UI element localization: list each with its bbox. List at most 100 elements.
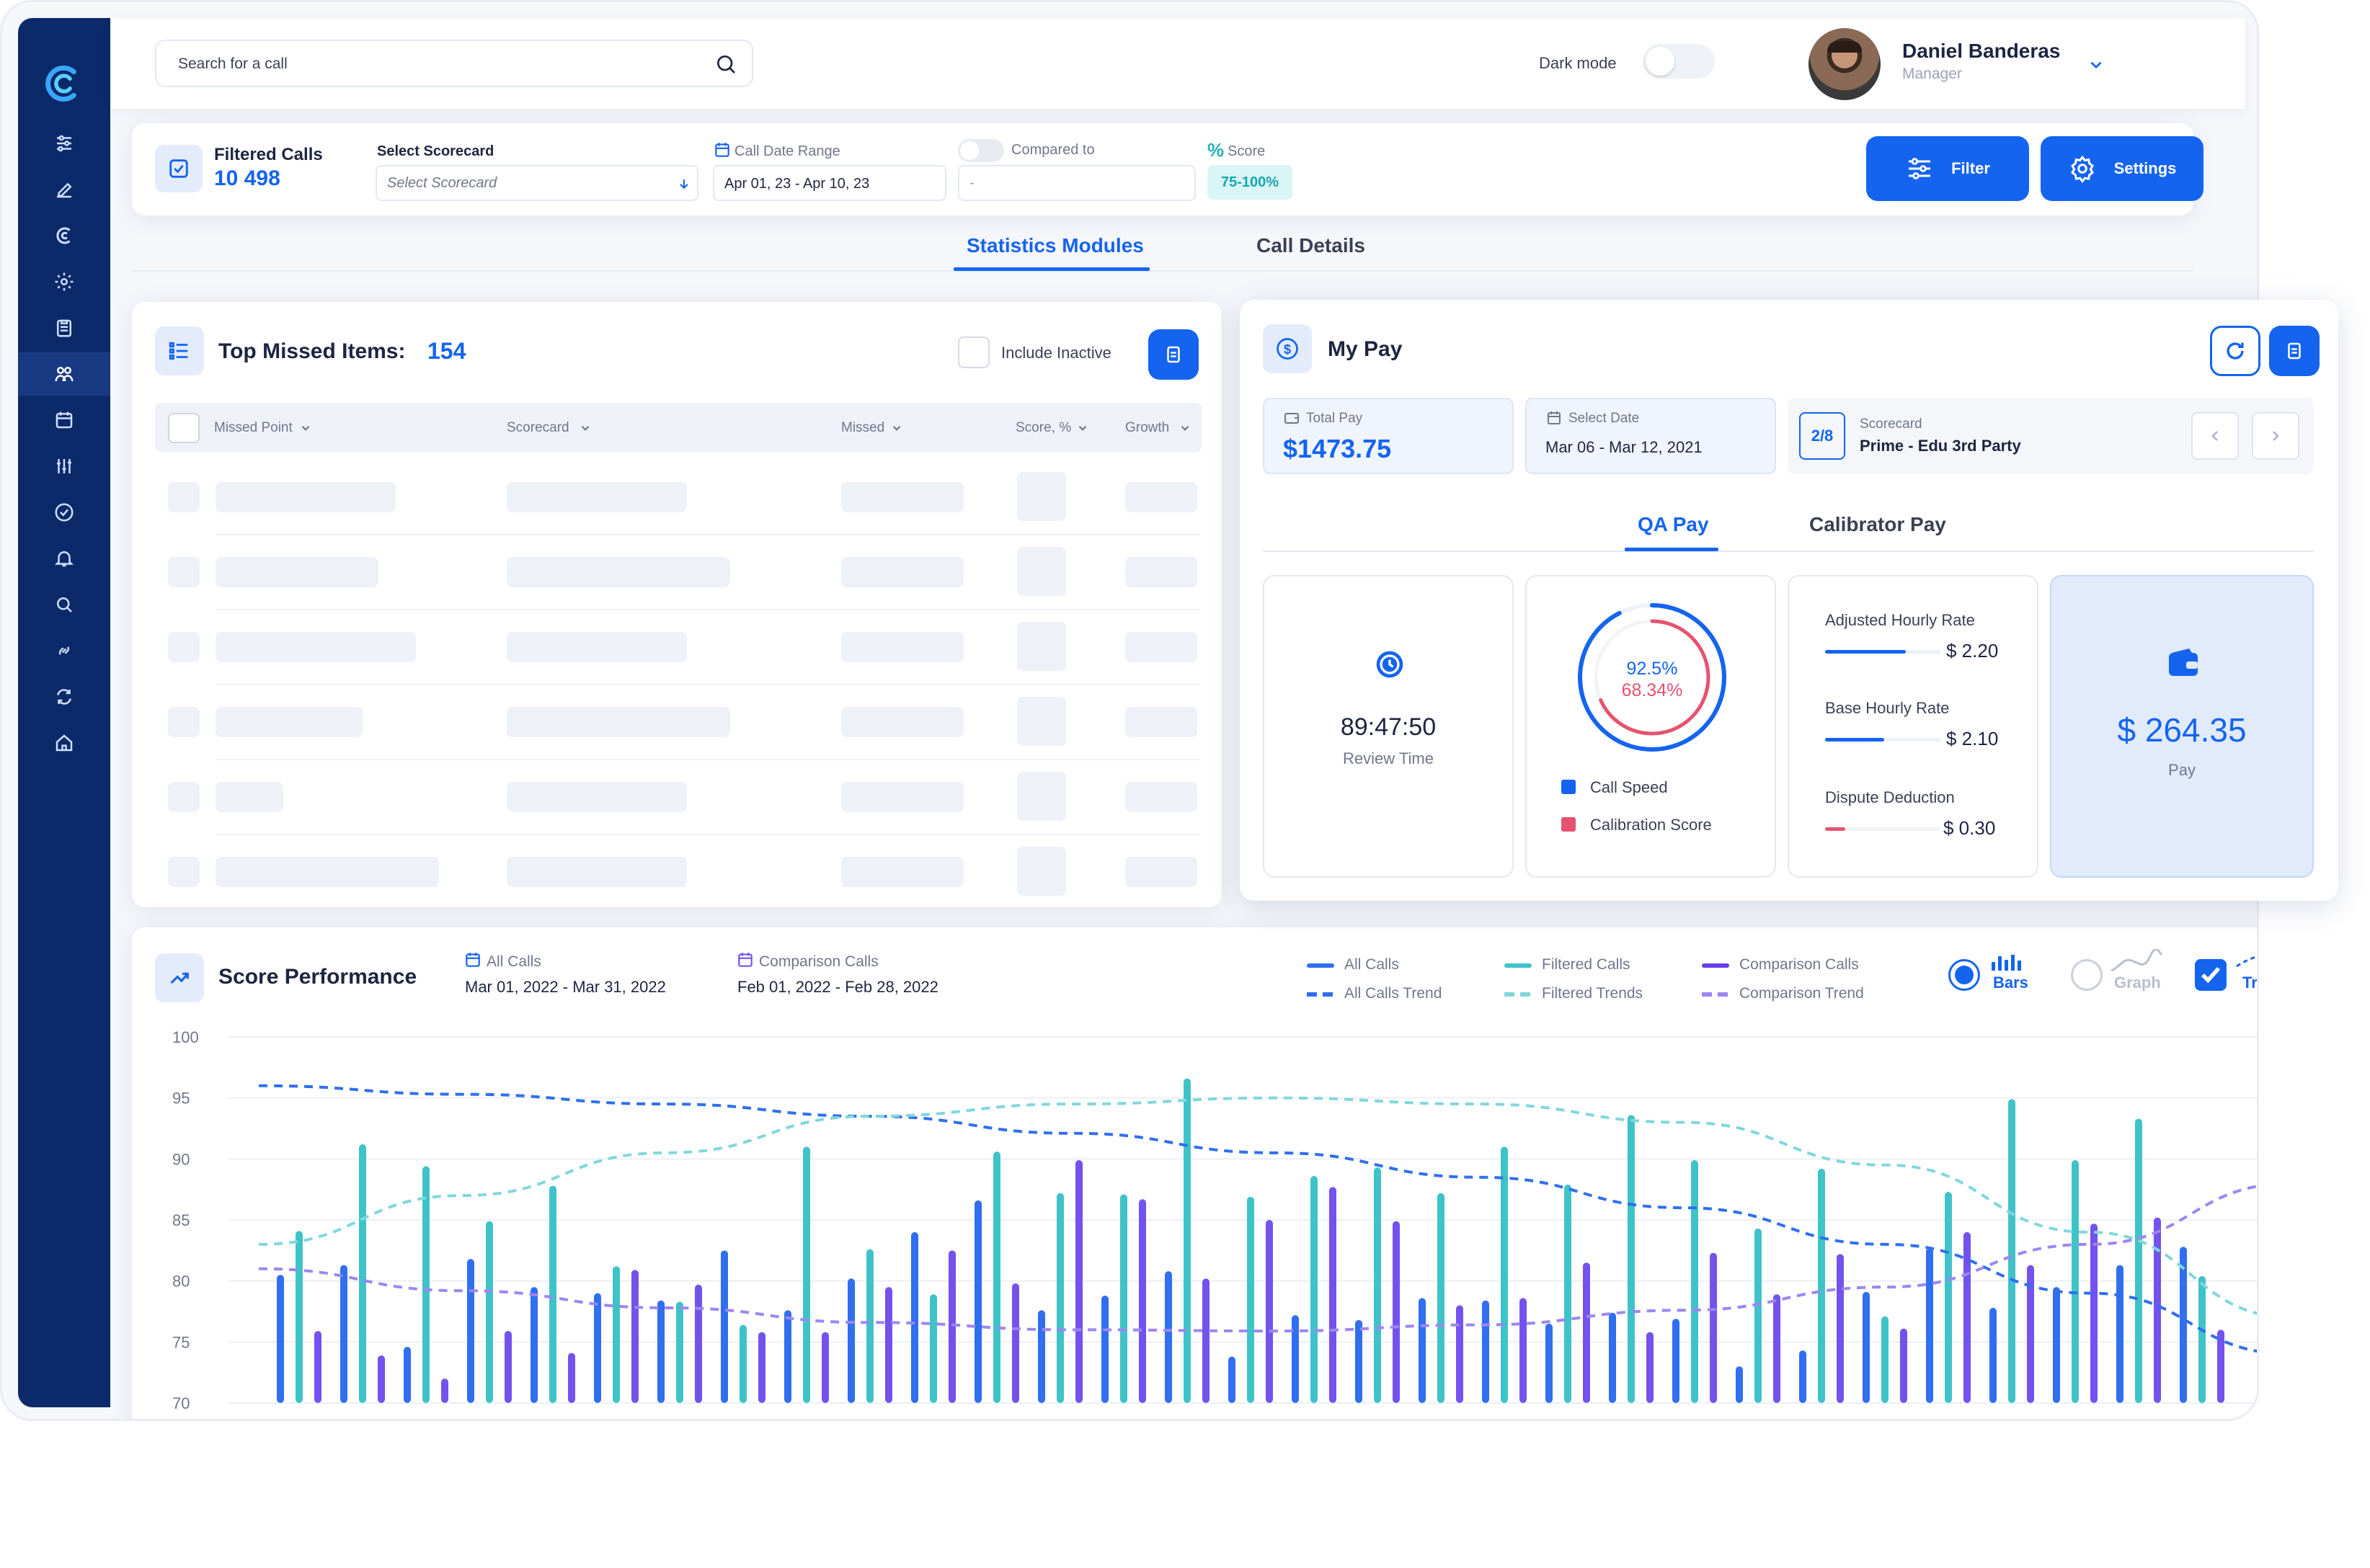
call-date-range-field[interactable]: Apr 01, 23 - Apr 10, 23 (713, 165, 946, 201)
search-input[interactable]: Search for a call (178, 55, 288, 72)
column-missed-point[interactable]: Missed Point (214, 420, 293, 435)
sidebar-item-equalizer[interactable] (18, 445, 110, 488)
table-header (155, 403, 1202, 452)
sidebar-item-calendar[interactable] (18, 398, 110, 442)
my-pay-title: My Pay (1328, 337, 1403, 361)
export-button[interactable] (1148, 329, 1199, 380)
sliders-icon (57, 135, 71, 152)
document-icon (2288, 342, 2301, 360)
legend-all-calls-trend[interactable]: All Calls Trend (1344, 985, 1442, 1002)
compared-to-field[interactable]: - (958, 165, 1196, 201)
all-calls-range[interactable]: Mar 01, 2022 - Mar 31, 2022 (465, 978, 666, 996)
bar-comparison-calls (1773, 1294, 1780, 1403)
select-all-checkbox[interactable] (168, 413, 200, 443)
tab-qa-pay[interactable]: QA Pay (1638, 513, 1709, 535)
skeleton-cell (1017, 547, 1066, 596)
trend-checkbox[interactable] (2195, 959, 2227, 991)
bar-comparison-calls (2154, 1217, 2161, 1403)
trend-label[interactable]: Trend (2242, 974, 2258, 992)
column-missed[interactable]: Missed (841, 420, 885, 435)
skeleton-cell (216, 557, 378, 587)
refresh-button[interactable] (2210, 326, 2260, 376)
settings-button[interactable]: Settings (2041, 136, 2203, 201)
bars-radio[interactable] (1948, 959, 1980, 991)
legend-filtered-calls[interactable]: Filtered Calls (1542, 956, 1630, 973)
bar-comparison-calls (1456, 1305, 1463, 1403)
sidebar-item-filters[interactable] (18, 122, 110, 165)
legend-comparison-trend[interactable]: Comparison Trend (1739, 985, 1864, 1002)
home-icon (56, 734, 73, 752)
chevron-down-icon[interactable] (2087, 55, 2105, 74)
tab-call-details[interactable]: Call Details (1256, 234, 1365, 257)
sidebar (18, 18, 110, 1407)
bar-filtered-calls (930, 1294, 937, 1403)
search-icon[interactable] (714, 53, 737, 76)
check-circle-icon (55, 503, 74, 522)
bar-all-calls (1355, 1319, 1362, 1403)
scorecard-prev-button[interactable] (2191, 412, 2239, 460)
sidebar-item-settings[interactable] (18, 260, 110, 303)
pay-export-button[interactable] (2269, 326, 2320, 376)
bar-filtered-calls (1945, 1192, 1952, 1403)
legend-filtered-trends[interactable]: Filtered Trends (1542, 985, 1643, 1002)
bar-comparison-calls (1393, 1221, 1400, 1403)
score-performance-card: Score Performance All Calls Mar 01, 2022… (132, 927, 2259, 1421)
sidebar-item-notifications[interactable] (18, 537, 110, 580)
column-growth[interactable]: Growth (1125, 420, 1170, 435)
y-tick-label: 85 (172, 1211, 190, 1229)
sidebar-item-edit[interactable] (18, 168, 110, 211)
score-badge[interactable]: 75-100% (1207, 165, 1292, 200)
bar-filtered-calls (1754, 1228, 1762, 1403)
app-logo-icon[interactable] (18, 51, 110, 116)
include-inactive-checkbox[interactable] (958, 337, 990, 368)
gear-icon (2070, 155, 2094, 183)
bar-filtered-calls (2008, 1099, 2015, 1403)
bar-filtered-calls (1437, 1193, 1444, 1403)
select-date-box[interactable]: Select Date Mar 06 - Mar 12, 2021 (1525, 398, 1776, 474)
bell-icon (54, 551, 74, 567)
sidebar-item-team[interactable] (18, 352, 110, 396)
filtered-calls-label: Filtered Calls (214, 145, 323, 164)
graph-label[interactable]: Graph (2114, 974, 2161, 992)
dark-mode-toggle[interactable] (1643, 44, 1715, 79)
filter-button[interactable]: Filter (1866, 136, 2029, 201)
sidebar-item-search[interactable] (18, 583, 110, 626)
legend-comparison-calls[interactable]: Comparison Calls (1739, 956, 1859, 973)
skeleton-cell (1017, 697, 1066, 746)
user-name[interactable]: Daniel Banderas (1902, 40, 2061, 62)
bars-label[interactable]: Bars (1993, 974, 2028, 992)
comparison-calls-label: Comparison Calls (759, 953, 879, 970)
select-scorecard-dropdown[interactable]: Select Scorecard (376, 165, 698, 201)
clipboard-icon (57, 319, 71, 337)
column-score[interactable]: Score, % (1016, 420, 1072, 435)
tab-statistics-modules[interactable]: Statistics Modules (967, 234, 1144, 257)
sidebar-item-reports[interactable] (18, 306, 110, 349)
bar-all-calls (1926, 1247, 1933, 1403)
legend-all-calls[interactable]: All Calls (1344, 956, 1399, 973)
tab-calibrator-pay[interactable]: Calibrator Pay (1809, 513, 1946, 535)
bar-comparison-calls (1519, 1298, 1527, 1403)
sidebar-item-brand[interactable] (18, 214, 110, 257)
bar-comparison-calls (695, 1284, 702, 1403)
bar-comparison-calls (1583, 1262, 1590, 1403)
bar-all-calls (2053, 1287, 2060, 1403)
sidebar-item-links[interactable] (18, 629, 110, 672)
sidebar-item-home[interactable] (18, 721, 110, 765)
scorecard-next-button[interactable] (2252, 412, 2299, 460)
adjusted-hourly-rate-label: Adjusted Hourly Rate (1825, 611, 1975, 629)
graph-radio[interactable] (2071, 959, 2103, 991)
sidebar-item-approved[interactable] (18, 491, 110, 534)
compared-to-toggle[interactable] (958, 139, 1004, 162)
avatar[interactable] (1808, 28, 1881, 100)
comparison-calls-range[interactable]: Feb 01, 2022 - Feb 28, 2022 (737, 978, 938, 996)
column-scorecard[interactable]: Scorecard (507, 420, 569, 435)
bar-all-calls (911, 1231, 918, 1403)
search-field[interactable]: Search for a call (155, 40, 753, 87)
review-time-label: Review Time (1343, 749, 1434, 767)
bar-all-calls (1292, 1315, 1299, 1403)
bar-all-calls (277, 1275, 284, 1403)
bar-all-calls (531, 1287, 538, 1403)
total-pay-box[interactable]: Total Pay $1473.75 (1263, 398, 1514, 474)
sidebar-item-sync[interactable] (18, 675, 110, 718)
